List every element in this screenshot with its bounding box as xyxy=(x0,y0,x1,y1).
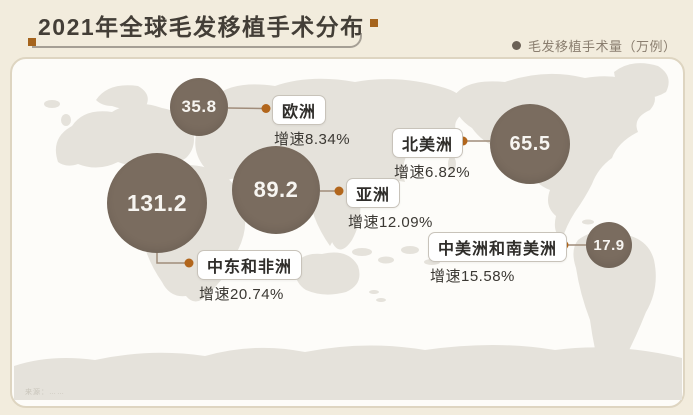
bubble-asia: 89.2 xyxy=(232,146,320,234)
region-label: 北美洲 xyxy=(392,128,464,158)
growth-text: 增速15.58% xyxy=(430,268,515,285)
growth-text: 增速8.34% xyxy=(274,131,351,148)
callout-asia: 亚洲 增速12.09% xyxy=(346,178,433,232)
growth-text: 增速20.74% xyxy=(199,286,284,303)
region-label: 中东和非洲 xyxy=(197,250,303,280)
callout-europe: 欧洲 增速8.34% xyxy=(272,95,350,149)
callout-middle-east-africa: 中东和非洲 增速20.74% xyxy=(197,250,303,304)
bubble-central-south-america: 17.9 xyxy=(586,222,632,268)
growth-text: 增速12.09% xyxy=(348,214,433,231)
bubble-value: 17.9 xyxy=(593,236,625,254)
legend-label: 毛发移植手术量（万例） xyxy=(528,39,677,54)
bubble-europe: 35.8 xyxy=(170,78,228,136)
page-title: 2021年全球毛发移植手术分布 xyxy=(38,14,365,40)
growth-text: 增速6.82% xyxy=(394,164,471,181)
title-underline xyxy=(32,33,362,48)
bubble-value: 89.2 xyxy=(253,177,299,202)
bubble-north-america: 65.5 xyxy=(490,104,570,184)
source-note: 来源：…… xyxy=(25,389,65,396)
bubble-value: 35.8 xyxy=(181,97,217,116)
callout-central-south-america: 中美洲和南美洲 增速15.58% xyxy=(428,232,568,286)
bubble-value: 131.2 xyxy=(126,189,188,216)
legend: 毛发移植手术量（万例） xyxy=(512,36,677,55)
region-label: 亚洲 xyxy=(346,178,401,208)
title-block: 2021年全球毛发移植手术分布 xyxy=(28,8,378,48)
legend-dot-icon xyxy=(512,41,521,50)
region-label: 中美洲和南美洲 xyxy=(428,232,568,262)
bubble-middle-east-africa: 131.2 xyxy=(107,153,207,253)
title-accent-square-right xyxy=(370,19,378,27)
region-label: 欧洲 xyxy=(272,95,327,125)
callout-north-america: 北美洲 增速6.82% xyxy=(392,128,470,182)
bubble-value: 65.5 xyxy=(509,132,551,155)
callout-connectors xyxy=(156,107,586,264)
